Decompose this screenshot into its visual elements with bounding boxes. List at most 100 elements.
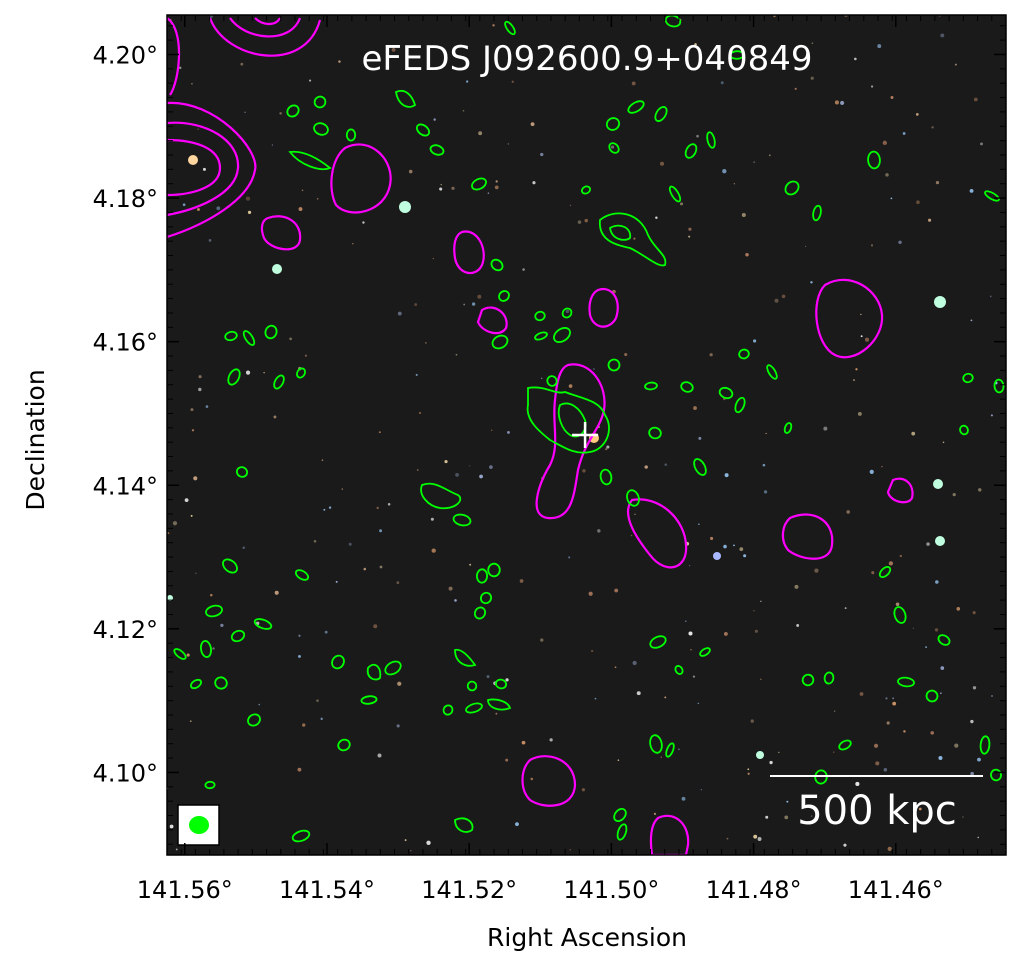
radio-contour: [253, 618, 273, 630]
source-dot: [930, 731, 934, 735]
source-dot: [940, 666, 945, 670]
radio-contour: [897, 676, 915, 688]
source-dot: [198, 375, 202, 379]
source-dot: [519, 579, 524, 583]
radio-contour: [291, 829, 311, 843]
radio-contour: [214, 676, 228, 690]
source-dot: [925, 646, 927, 648]
radio-contour: [605, 117, 621, 131]
radio-contour: [384, 660, 402, 676]
source-dot: [694, 43, 697, 46]
radio-contour: [783, 422, 793, 434]
bright-source: [188, 155, 198, 165]
source-dot: [881, 466, 883, 468]
source-dot: [335, 580, 338, 583]
source-dot: [750, 719, 754, 723]
bright-source: [399, 201, 411, 213]
source-dot: [733, 183, 735, 185]
source-dot: [189, 720, 192, 722]
xray-contour: [167, 121, 240, 217]
chart-title: eFEDS J092600.9+040849: [361, 39, 812, 79]
source-dot: [631, 81, 636, 86]
source-dot: [846, 510, 850, 514]
radio-contour: [454, 817, 474, 833]
source-dot: [590, 649, 594, 653]
radio-contour: [613, 807, 627, 823]
source-dot: [857, 411, 862, 416]
source-dot: [928, 218, 932, 222]
x-tick-label: 141.50°: [563, 876, 659, 904]
radio-contour: [296, 367, 306, 379]
radio-contour: [599, 468, 613, 486]
radio-contour: [487, 562, 501, 578]
radio-contour: [962, 372, 974, 384]
source-dot: [197, 128, 199, 130]
xray-contour: [535, 363, 606, 520]
source-dot: [210, 593, 213, 597]
source-dot: [684, 620, 687, 623]
source-dot: [614, 588, 619, 593]
radio-contour: [337, 738, 351, 752]
source-dot: [271, 144, 274, 146]
source-dot: [864, 337, 870, 342]
source-dot: [190, 408, 194, 412]
radio-contour: [823, 671, 835, 685]
source-dot: [753, 161, 755, 163]
source-dot: [942, 441, 945, 444]
radio-contour: [331, 654, 345, 670]
source-dot: [521, 740, 526, 745]
source-dot: [530, 122, 535, 127]
source-dot: [952, 493, 956, 497]
source-dot: [195, 572, 197, 574]
source-dot: [760, 600, 762, 603]
source-dot: [408, 169, 413, 174]
source-dot: [492, 24, 495, 27]
source-dot: [298, 207, 303, 212]
source-dot: [462, 109, 465, 112]
radio-contour: [286, 104, 300, 118]
source-dot: [191, 429, 195, 432]
radio-contour: [498, 290, 510, 302]
radio-contour: [649, 734, 663, 754]
source-dot: [505, 758, 509, 762]
source-dot: [692, 675, 696, 678]
radio-contour: [664, 15, 682, 28]
radio-contour: [395, 90, 417, 108]
source-dot: [511, 80, 514, 83]
source-dot: [765, 815, 769, 819]
source-dot: [754, 629, 758, 633]
radio-contour: [264, 324, 278, 340]
xray-contour: [254, 17, 281, 26]
source-dot: [216, 206, 221, 211]
source-dot: [794, 87, 797, 90]
source-dot: [681, 796, 686, 801]
source-dot: [321, 459, 324, 461]
source-dot: [882, 140, 887, 146]
source-dot: [175, 848, 178, 851]
source-dot: [581, 788, 585, 792]
xray-contour: [886, 477, 914, 504]
source-dot: [644, 465, 648, 469]
y-tick-label: 4.20°: [93, 41, 158, 69]
radio-contour: [230, 629, 246, 643]
source-dot: [810, 815, 813, 817]
source-dot: [624, 352, 628, 357]
source-dot: [794, 584, 799, 589]
radio-contour: [471, 177, 487, 191]
source-dot: [931, 126, 934, 129]
y-axis-label: Declination: [21, 369, 50, 510]
beam-ellipse: [189, 816, 209, 834]
radio-contour: [442, 704, 454, 716]
source-dot: [873, 743, 879, 748]
source-dot: [634, 513, 636, 515]
source-dot: [970, 319, 973, 322]
radio-contour: [766, 364, 778, 380]
radio-contour: [580, 185, 592, 195]
source-dot: [495, 180, 498, 183]
xray-contour: [167, 17, 181, 96]
source-dot: [698, 436, 702, 440]
source-dot: [733, 544, 735, 547]
radio-contour: [937, 634, 951, 646]
source-dot: [328, 506, 332, 509]
source-dot: [935, 580, 939, 584]
